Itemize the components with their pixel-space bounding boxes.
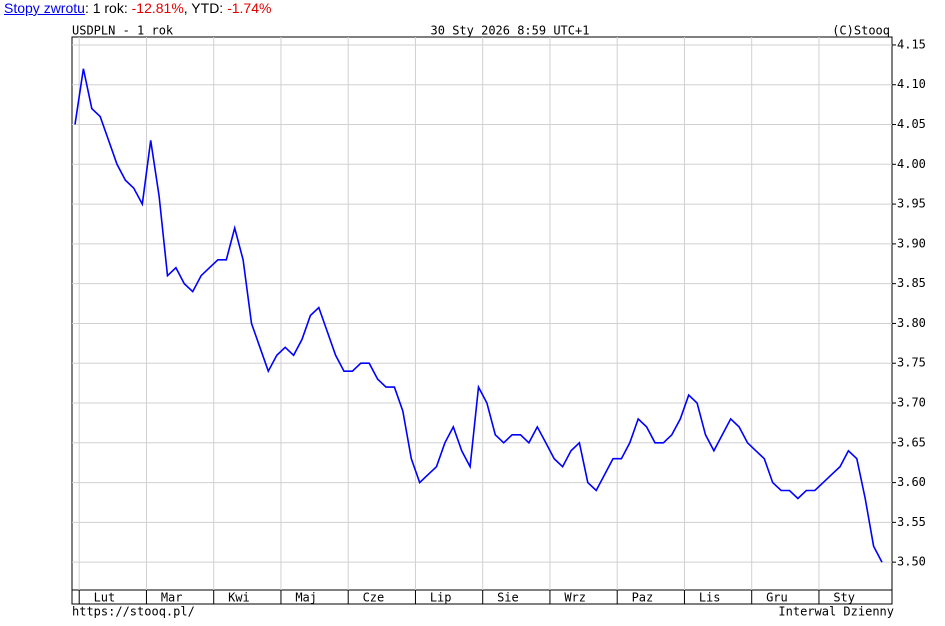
y-tick-label: 3.75: [897, 356, 926, 370]
y-tick-label: 3.85: [897, 276, 926, 290]
x-tick-label: Sty: [833, 591, 855, 605]
returns-header: Stopy zwrotu: 1 rok: -12.81%, YTD: -1.74…: [4, 0, 271, 16]
x-tick-label: Paz: [632, 591, 654, 605]
y-tick-label: 3.60: [897, 475, 926, 489]
chart-subtitle: 30 Sty 2026 8:59 UTC+1: [431, 24, 590, 38]
y-tick-label: 3.65: [897, 435, 926, 449]
return-ytd: -1.74%: [227, 0, 272, 16]
price-line: [74, 68, 883, 563]
y-tick-label: 3.90: [897, 236, 926, 250]
y-tick-label: 4.15: [897, 37, 926, 51]
x-tick-label: Sie: [497, 591, 519, 605]
x-tick-label: Gru: [766, 591, 788, 605]
y-tick-label: 3.95: [897, 197, 926, 211]
y-tick-label: 4.10: [897, 77, 926, 91]
period-label: : 1 rok:: [84, 0, 132, 16]
x-tick-label: Lip: [430, 591, 452, 605]
y-tick-label: 3.55: [897, 515, 926, 529]
y-tick-label: 3.80: [897, 316, 926, 330]
y-tick-label: 4.00: [897, 157, 926, 171]
return-1y: -12.81%: [131, 0, 184, 16]
y-tick-label: 3.70: [897, 396, 926, 410]
x-tick-label: Kwi: [228, 591, 250, 605]
y-tick-label: 4.05: [897, 117, 926, 131]
footer-interval: Interwal Dzienny: [778, 605, 894, 619]
x-tick-label: Wrz: [564, 591, 586, 605]
copyright: (C)Stooq: [832, 24, 890, 38]
footer-url: https://stooq.pl/: [72, 605, 195, 619]
returns-link[interactable]: Stopy zwrotu: [4, 0, 85, 16]
ytd-label: , YTD:: [183, 0, 228, 16]
chart-title: USDPLN - 1 rok: [72, 24, 174, 38]
x-tick-label: Maj: [295, 591, 317, 605]
x-tick-label: Lis: [699, 591, 721, 605]
plot-frame: [71, 36, 893, 591]
x-tick-label: Lut: [94, 591, 116, 605]
x-axis-strip: [71, 589, 893, 605]
x-tick-label: Mar: [161, 591, 183, 605]
y-tick-label: 3.50: [897, 555, 926, 569]
x-tick-label: Cze: [363, 591, 385, 605]
